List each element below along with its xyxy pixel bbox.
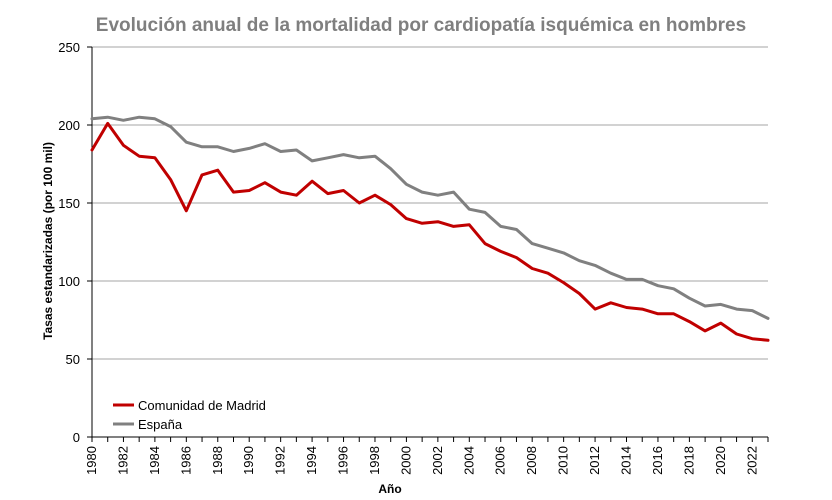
legend: Comunidad de Madrid España [113,398,266,432]
axes [87,46,769,442]
x-tick-label-1996: 1996 [336,446,351,475]
x-tick-label-2018: 2018 [681,446,696,475]
x-tick-label-2016: 2016 [650,446,665,475]
y-tick-label-150: 150 [58,196,80,211]
x-tick-labels: 1980 1982 1984 1986 1988 1990 1992 1994 1996 1998… [84,446,759,475]
x-tick-label-2000: 2000 [398,446,413,475]
x-tick-label-1988: 1988 [210,446,225,475]
y-tick-label-100: 100 [58,274,80,289]
x-tick-label-2002: 2002 [430,446,445,475]
x-tick-label-2014: 2014 [619,446,634,475]
x-tick-label-2010: 2010 [556,446,571,475]
x-tick-label-1992: 1992 [273,446,288,475]
x-tick-label-1984: 1984 [147,446,162,475]
series-line-españa [90,115,770,320]
y-tick-label-200: 200 [58,118,80,133]
x-tick-label-1986: 1986 [178,446,193,475]
x-tick-label-1990: 1990 [241,446,256,475]
x-tick-label-2022: 2022 [744,446,759,475]
y-tick-label-50: 50 [66,352,80,367]
legend-label-españa: España [138,417,183,432]
x-tick-label-1982: 1982 [115,446,130,475]
x-tick-label-2012: 2012 [587,446,602,475]
x-tick-label-2004: 2004 [461,446,476,475]
series-line-comunidad-de-madrid [90,121,770,342]
x-tick-label-1998: 1998 [367,446,382,475]
y-tick-label-250: 250 [58,40,80,55]
gridlines [92,46,768,360]
y-axis-title: Tasas estandarizadas (por 100 mil) [41,142,55,340]
x-axis-title: Año [378,482,401,496]
data-series [90,115,770,342]
chart-title: Evolución anual de la mortalidad por car… [96,15,746,36]
x-tick-label-1980: 1980 [84,446,99,475]
y-tick-label-0: 0 [73,430,80,445]
x-tick-label-2006: 2006 [493,446,508,475]
x-tick-label-2008: 2008 [524,446,539,475]
x-tick-label-1994: 1994 [304,446,319,475]
y-tick-labels: 0 50 100 150 200 250 [58,40,80,445]
x-tick-label-2020: 2020 [713,446,728,475]
legend-label-comunidad-de-madrid: Comunidad de Madrid [138,398,266,413]
